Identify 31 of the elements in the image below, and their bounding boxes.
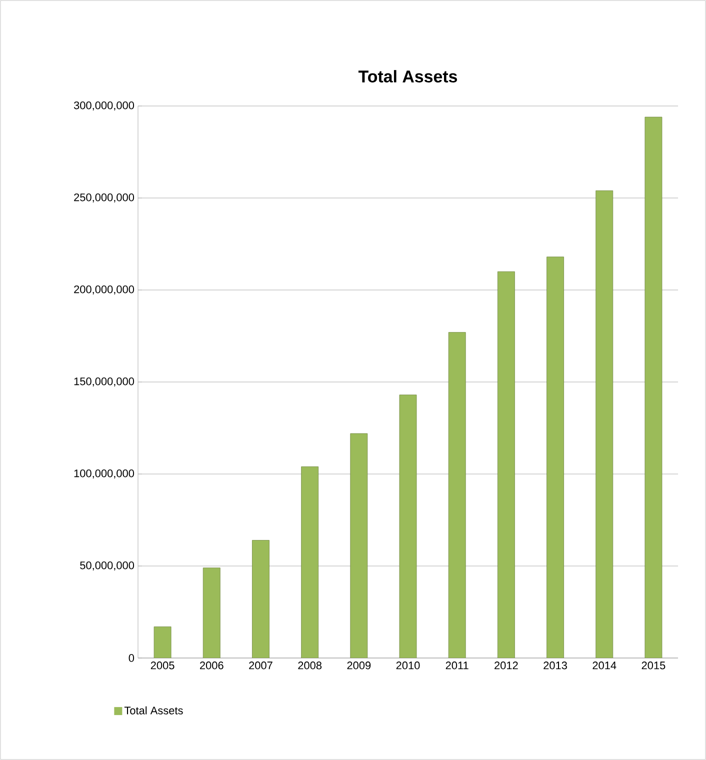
x-tick-label: 2011 [446, 662, 468, 670]
y-tick-label: 0 [128, 654, 134, 662]
x-tick-label: 2009 [347, 662, 371, 670]
bar [497, 271, 515, 658]
bar [350, 433, 368, 658]
bar [644, 116, 662, 658]
bar [448, 332, 466, 658]
bar [202, 568, 220, 658]
bar [154, 626, 172, 658]
x-tick-label: 2013 [544, 662, 567, 670]
y-tick-label: 50,000,000 [80, 561, 134, 571]
chart-title: Total Assets [358, 70, 458, 83]
bar [399, 394, 417, 658]
bar [546, 256, 564, 658]
y-tick-label: 150,000,000 [74, 377, 134, 387]
y-tick-label: 250,000,000 [74, 193, 134, 203]
bar [252, 540, 270, 658]
y-tick-label: 100,000,000 [74, 469, 134, 479]
x-tick-label: 2005 [150, 662, 174, 670]
bar [301, 466, 319, 658]
legend-label: Total Assets [124, 706, 183, 714]
y-tick-label: 300,000,000 [74, 101, 134, 111]
x-tick-label: 2007 [249, 662, 272, 670]
x-tick-label: 2012 [494, 662, 518, 670]
x-tick-label: 2015 [642, 662, 666, 670]
x-tick-label: 2006 [200, 662, 224, 670]
x-tick-label: 2014 [592, 662, 616, 670]
x-tick-label: 2008 [298, 662, 322, 670]
x-tick-label: 2010 [396, 662, 420, 670]
y-tick-label: 200,000,000 [74, 285, 134, 295]
bar [596, 190, 614, 658]
